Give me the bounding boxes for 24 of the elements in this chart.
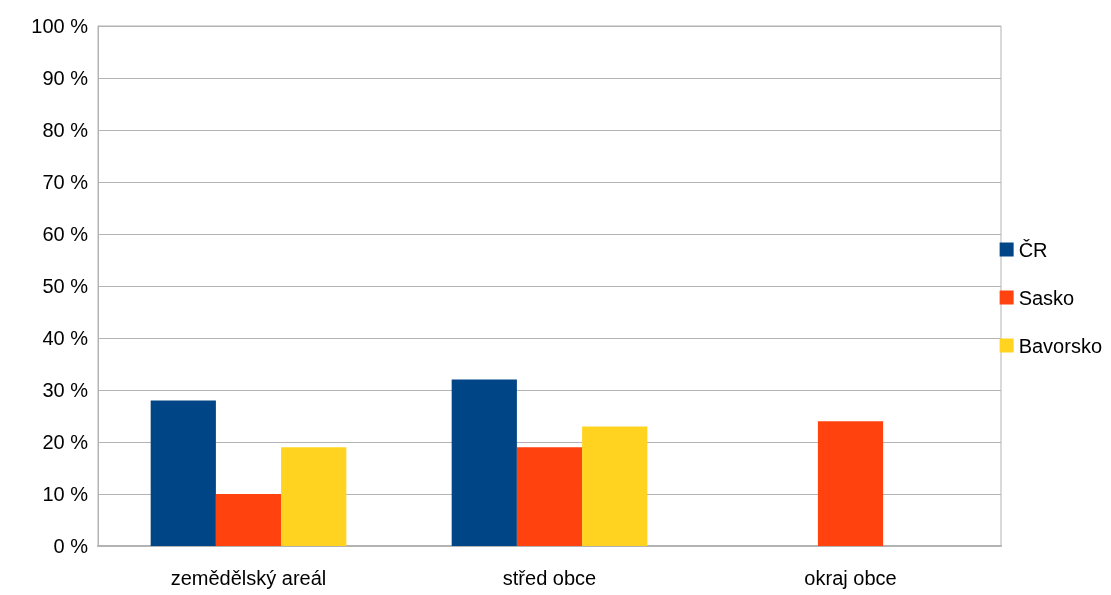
x-tick-label: zemědělský areál bbox=[170, 567, 327, 589]
y-tick-label: 40 % bbox=[42, 327, 89, 349]
y-tick-label: 20 % bbox=[42, 431, 89, 453]
bar bbox=[150, 400, 216, 546]
x-tick-label: okraj obce bbox=[804, 567, 897, 589]
bar bbox=[281, 447, 347, 546]
bar bbox=[817, 421, 884, 546]
y-tick-label: 30 % bbox=[42, 379, 89, 401]
y-tick-label: 10 % bbox=[42, 483, 89, 505]
x-tick-label: střed obce bbox=[502, 567, 597, 589]
legend-label: Bavorsko bbox=[1018, 334, 1103, 357]
y-tick-label: 50 % bbox=[42, 275, 89, 297]
y-tick-label: 60 % bbox=[42, 223, 89, 245]
bar bbox=[516, 447, 583, 546]
legend-label: Sasko bbox=[1018, 286, 1075, 309]
y-tick-label: 100 % bbox=[31, 15, 89, 37]
y-tick-label: 90 % bbox=[42, 67, 89, 89]
legend-label: ČR bbox=[1018, 238, 1048, 261]
y-tick-label: 0 % bbox=[53, 535, 89, 557]
y-tick-label: 80 % bbox=[42, 119, 89, 141]
bar bbox=[451, 379, 517, 546]
y-tick-label: 70 % bbox=[42, 171, 89, 193]
bar bbox=[582, 426, 648, 546]
bar bbox=[215, 494, 282, 546]
